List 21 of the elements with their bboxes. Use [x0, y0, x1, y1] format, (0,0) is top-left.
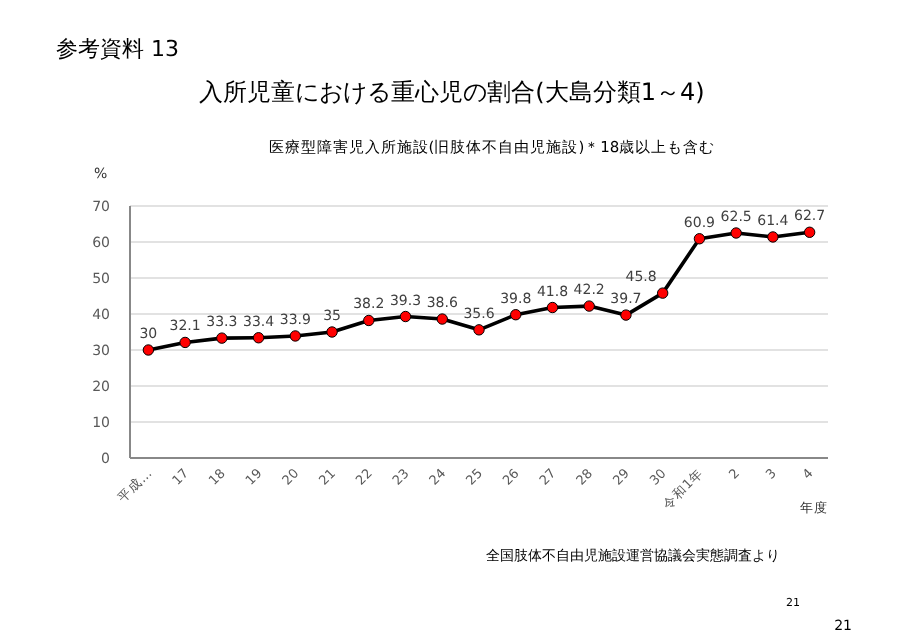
point: [510, 309, 522, 321]
text: 参考資料 13: [56, 36, 179, 62]
point: [693, 233, 706, 245]
point: [216, 332, 228, 344]
point: [436, 313, 448, 325]
point: [803, 226, 816, 238]
point: [730, 227, 742, 239]
point: [363, 314, 375, 327]
point: [326, 326, 338, 338]
point: [179, 336, 191, 349]
chart-title: 入所児童における重心児の割合(大島分類1～4): [199, 78, 705, 106]
point: [546, 301, 559, 314]
point: [656, 287, 669, 299]
point: [620, 309, 632, 321]
point: [252, 332, 265, 344]
point: [473, 324, 485, 336]
point: [583, 300, 595, 312]
point: [399, 310, 412, 323]
point: [142, 344, 155, 356]
point: [767, 231, 779, 243]
point: [289, 330, 302, 342]
